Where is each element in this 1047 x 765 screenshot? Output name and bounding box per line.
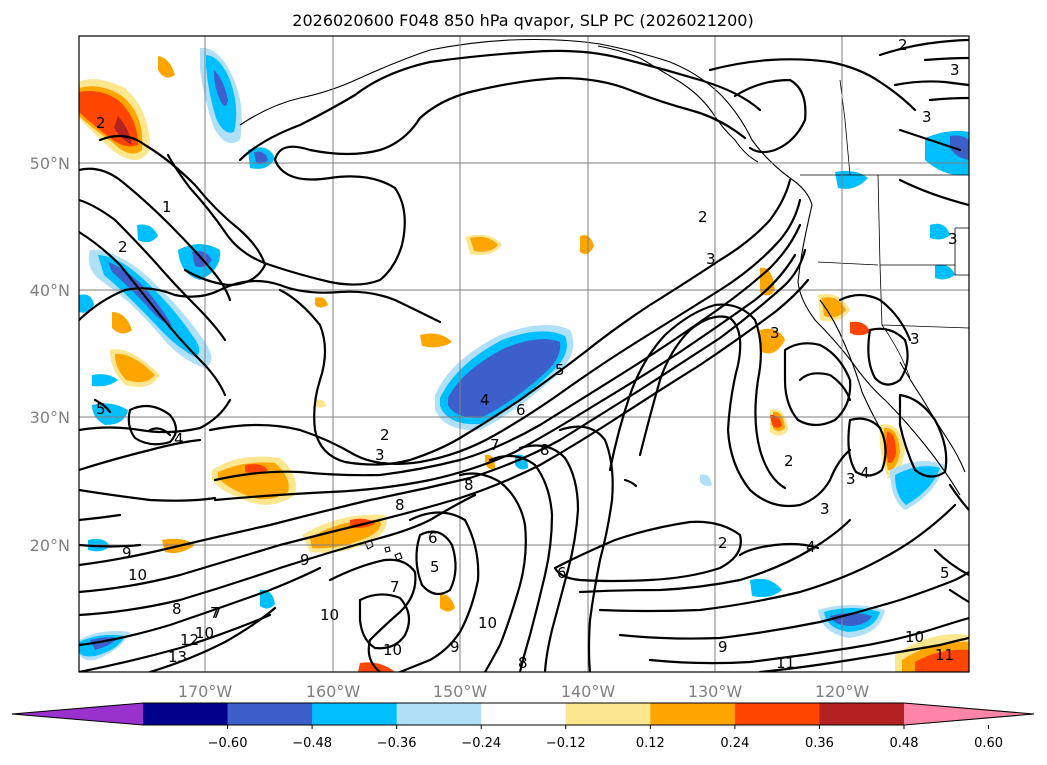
colorbar-extend-low: [12, 703, 143, 725]
contour-label: 11: [776, 654, 795, 672]
contour-label: 4: [174, 430, 184, 448]
contour-label: 9: [718, 638, 728, 656]
figure-title: 2026020600 F048 850 hPa qvapor, SLP PC (…: [292, 11, 753, 30]
colorbar-tick-label: 0.48: [890, 736, 919, 751]
colorbar-cell: [143, 703, 229, 725]
contour-label: 5: [96, 400, 106, 418]
colorbar-cell: [312, 703, 398, 725]
contour-label: 4: [480, 391, 490, 409]
map-frame: [78, 35, 970, 673]
contour-label: 3: [706, 250, 716, 268]
contour-label: 9: [122, 544, 132, 562]
contour-label: 9: [300, 551, 310, 569]
colorbar-tick-label: −0.48: [292, 736, 332, 751]
colorbar-tick-label: −0.60: [208, 736, 248, 751]
contour-label: 8: [540, 441, 550, 459]
gridlines: [79, 36, 969, 672]
contour-label: 3: [950, 61, 960, 79]
colorbar-tick-label: 0.12: [636, 736, 665, 751]
contour-label: 1: [162, 198, 172, 216]
colorbar-cell: [734, 703, 820, 725]
contour-label: 3: [375, 446, 385, 464]
lat-label-50n: 50°N: [30, 154, 70, 173]
colorbar: −0.60 −0.48 −0.36 −0.24 −0.12 0.12 0.24 0.36 0.4…: [11, 702, 1035, 751]
contour-label: 3: [922, 108, 932, 126]
contour-label: 7: [212, 604, 222, 622]
colorbar-cell: [819, 703, 905, 725]
contour-label: 8: [464, 476, 474, 494]
colorbar-tick-label: 0.60: [974, 736, 1003, 751]
contour-label: 6: [516, 401, 526, 419]
contour-label: 4: [860, 464, 870, 482]
contour-label: 10: [383, 641, 402, 659]
lat-label-20n: 20°N: [30, 536, 70, 555]
colorbar-cell: [565, 703, 651, 725]
lon-label-170w: 170°W: [178, 682, 233, 701]
contour-label: 3: [820, 500, 830, 518]
lon-label-160w: 160°W: [306, 682, 361, 701]
contour-label: 13: [168, 648, 187, 666]
contour-label: 8: [172, 600, 182, 618]
lon-label-140w: 140°W: [561, 682, 616, 701]
colorbar-cell: [650, 703, 736, 725]
contour-label: 3: [770, 324, 780, 342]
lat-label-30n: 30°N: [30, 408, 70, 427]
contour-label: 4: [806, 538, 816, 556]
contour-label: 9: [450, 638, 460, 656]
colorbar-tick-label: −0.24: [461, 736, 501, 751]
contour-label: 10: [905, 628, 924, 646]
contour-label: 2: [118, 238, 128, 256]
colorbar-tick-label: 0.24: [720, 736, 749, 751]
political-borders: [800, 79, 969, 379]
latitude-labels: 50°N 40°N 30°N 20°N: [30, 154, 70, 555]
contour-label: 8: [395, 496, 405, 514]
longitude-labels: 170°W 160°W 150°W 140°W 130°W 120°W: [178, 682, 870, 701]
contour-label: 11: [935, 646, 954, 664]
contour-label: 10: [128, 566, 147, 584]
colorbar-extend-high: [904, 703, 1034, 725]
contour-label: 3: [846, 470, 856, 488]
colorbar-tick-label: 0.36: [805, 736, 834, 751]
contour-label: 5: [940, 564, 950, 582]
contour-label: 2: [784, 452, 794, 470]
contour-label: 7: [210, 604, 220, 622]
contour-label: 2: [898, 36, 908, 54]
contour-label: 10: [478, 614, 497, 632]
contour-label: 6: [557, 564, 567, 582]
slp-contours: [79, 38, 969, 672]
colorbar-cell: [481, 703, 567, 725]
lon-label-130w: 130°W: [688, 682, 743, 701]
map-panel: 2 3 3 2 1 2 2 3 3 2 3 4 5 6 7 8 8 8 9 6: [78, 35, 970, 673]
colorbar-tick-label: −0.36: [377, 736, 417, 751]
lat-label-40n: 40°N: [30, 281, 70, 300]
contour-label: 5: [555, 361, 565, 379]
colorbar-cell: [396, 703, 482, 725]
contour-label: 3: [910, 330, 920, 348]
contour-label: 10: [320, 606, 339, 624]
contour-label: 2: [698, 208, 708, 226]
contour-label: 10: [195, 624, 214, 642]
contour-label: 2: [96, 114, 106, 132]
contour-label: 5: [430, 558, 440, 576]
colorbar-cell: [227, 703, 313, 725]
lon-label-120w: 120°W: [815, 682, 870, 701]
colorbar-tick-label: −0.12: [546, 736, 586, 751]
contour-label: 6: [428, 529, 438, 547]
contour-label: 7: [390, 578, 400, 596]
contour-label: 2: [380, 426, 390, 444]
contour-label: 2: [718, 534, 728, 552]
contour-label: 8: [518, 654, 528, 672]
contour-label: 7: [490, 436, 500, 454]
contour-labels: 2 3 3 2 1 2 2 3 3 2 3 4 5 6 7 8 8 8 9 6: [96, 36, 960, 672]
contour-label: 3: [948, 230, 958, 248]
contour-label: 12: [180, 631, 199, 649]
lon-label-150w: 150°W: [433, 682, 488, 701]
